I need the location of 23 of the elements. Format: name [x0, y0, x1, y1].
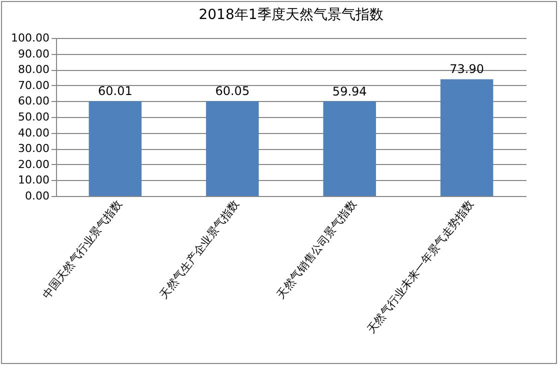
bar — [88, 101, 142, 196]
y-tick-label: 40.00 — [18, 126, 50, 140]
data-label: 60.01 — [98, 84, 132, 98]
x-tick-label: 天然气行业未来一年景气走势指数 — [364, 198, 476, 336]
bar — [440, 79, 494, 196]
y-tick-label: 50.00 — [18, 110, 50, 124]
y-tick-label: 30.00 — [18, 142, 50, 156]
y-tick-label: 0.00 — [25, 190, 50, 202]
y-tick-label: 70.00 — [18, 78, 50, 92]
data-label: 73.90 — [450, 62, 484, 76]
x-tick-label: 天然气销售公司景气指数 — [274, 198, 360, 302]
data-label: 59.94 — [332, 84, 367, 98]
y-tick-label: 60.00 — [18, 94, 50, 108]
y-tick-label: 90.00 — [18, 47, 50, 60]
y-tick-label: 80.00 — [18, 63, 50, 76]
bar — [323, 101, 376, 196]
y-tick-label: 100.00 — [11, 32, 50, 44]
chart-title: 2018年1季度天然气景气指数 — [198, 7, 384, 23]
bar — [206, 101, 259, 196]
x-tick-label: 天然气生产企业景气指数 — [157, 198, 242, 302]
data-label: 60.05 — [215, 84, 250, 98]
y-tick-label: 20.00 — [18, 158, 50, 171]
y-tick-label: 10.00 — [18, 174, 50, 187]
